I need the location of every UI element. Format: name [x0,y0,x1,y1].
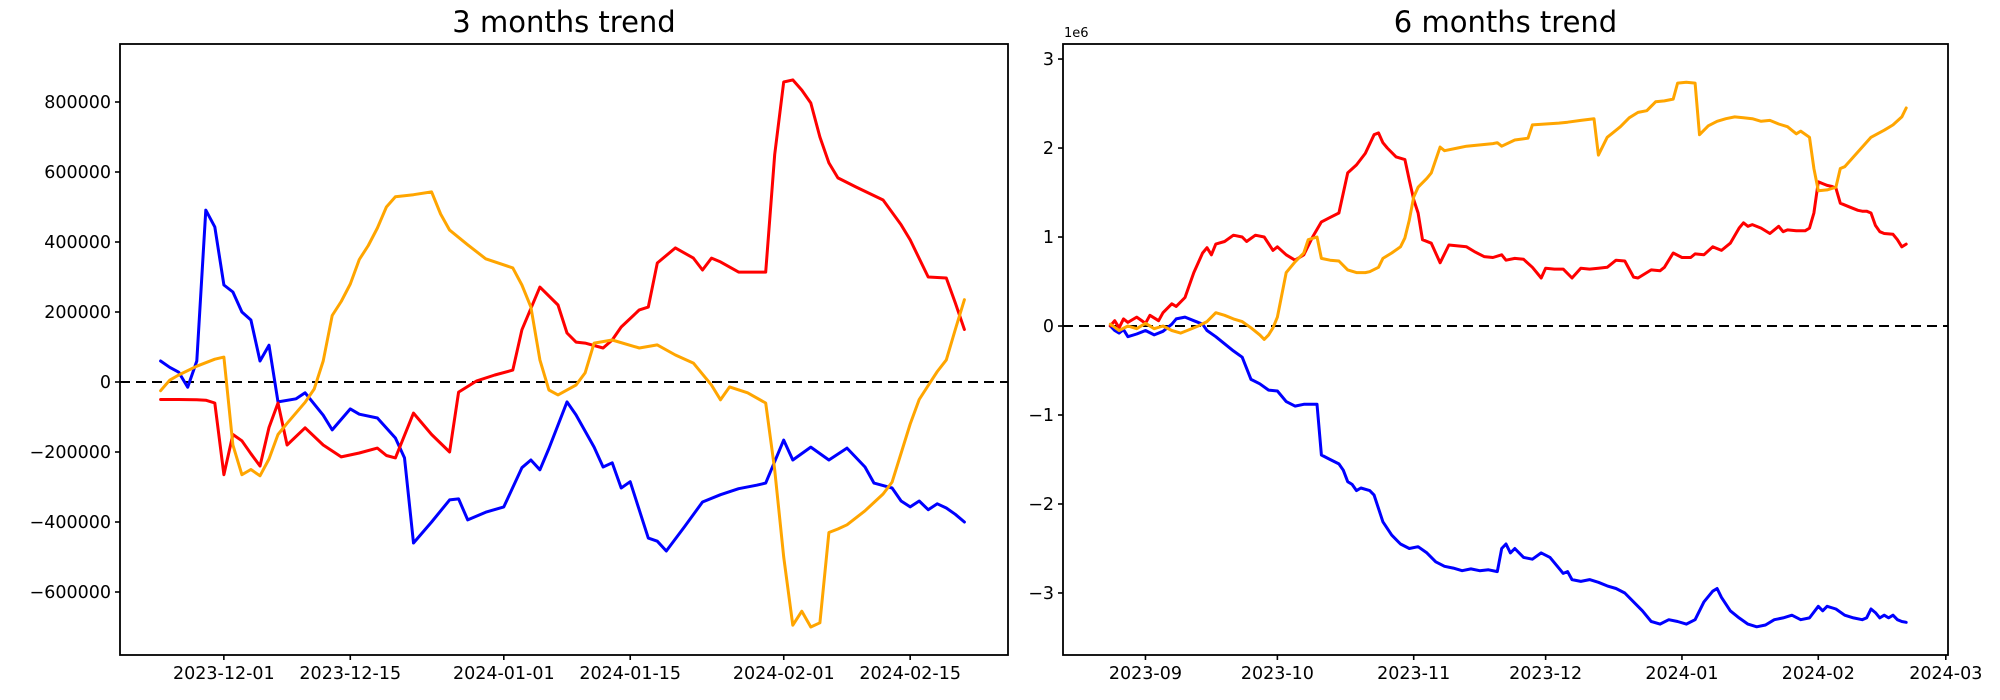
chart-title-3-months: 3 months trend [452,5,676,39]
y-tick-label: −1 [1028,406,1054,426]
series-line-orange [159,190,966,629]
y-tick-label: −400000 [30,513,111,533]
x-tick-label: 2023-09 [1109,664,1182,684]
y-tick-label: 1 [1043,228,1054,248]
plot-area [1062,43,1949,656]
y-tick-label: 200000 [44,303,111,323]
series-line-red [1108,131,1908,330]
x-tick-label: 2024-03 [1909,664,1982,684]
x-tick-label: 2024-01 [1645,664,1718,684]
x-tick-label: 2024-02-01 [733,664,835,684]
x-tick-label: 2023-12 [1509,664,1582,684]
y-axis-offset-label: 1e6 [1064,26,1089,41]
x-tick-label: 2024-02 [1782,664,1855,684]
y-tick-label: −2 [1028,495,1054,515]
y-tick-label: 800000 [44,93,111,113]
y-tick-label: 3 [1043,50,1054,70]
y-tick-label: −200000 [30,443,111,463]
series-line-red [159,78,966,477]
y-tick-label: 0 [1043,317,1054,337]
x-tick-label: 2024-02-15 [859,664,961,684]
x-tick-label: 2024-01-01 [453,664,555,684]
y-tick-label: 400000 [44,233,111,253]
x-tick-label: 2024-01-15 [579,664,681,684]
series-line-orange [1108,80,1908,341]
y-tick-label: 600000 [44,163,111,183]
series-line-blue [1108,315,1908,629]
y-tick-label: −3 [1028,584,1054,604]
plot-area [119,43,1009,656]
y-tick-label: −600000 [30,583,111,603]
series-line-blue [159,208,966,553]
x-tick-label: 2023-12-15 [299,664,401,684]
x-tick-label: 2023-12-01 [173,664,275,684]
chart-title-6-months: 6 months trend [1393,5,1618,39]
x-tick-label: 2023-11 [1377,664,1450,684]
y-tick-label: 0 [100,373,111,393]
x-tick-label: 2023-10 [1241,664,1314,684]
y-tick-label: 2 [1043,139,1054,159]
